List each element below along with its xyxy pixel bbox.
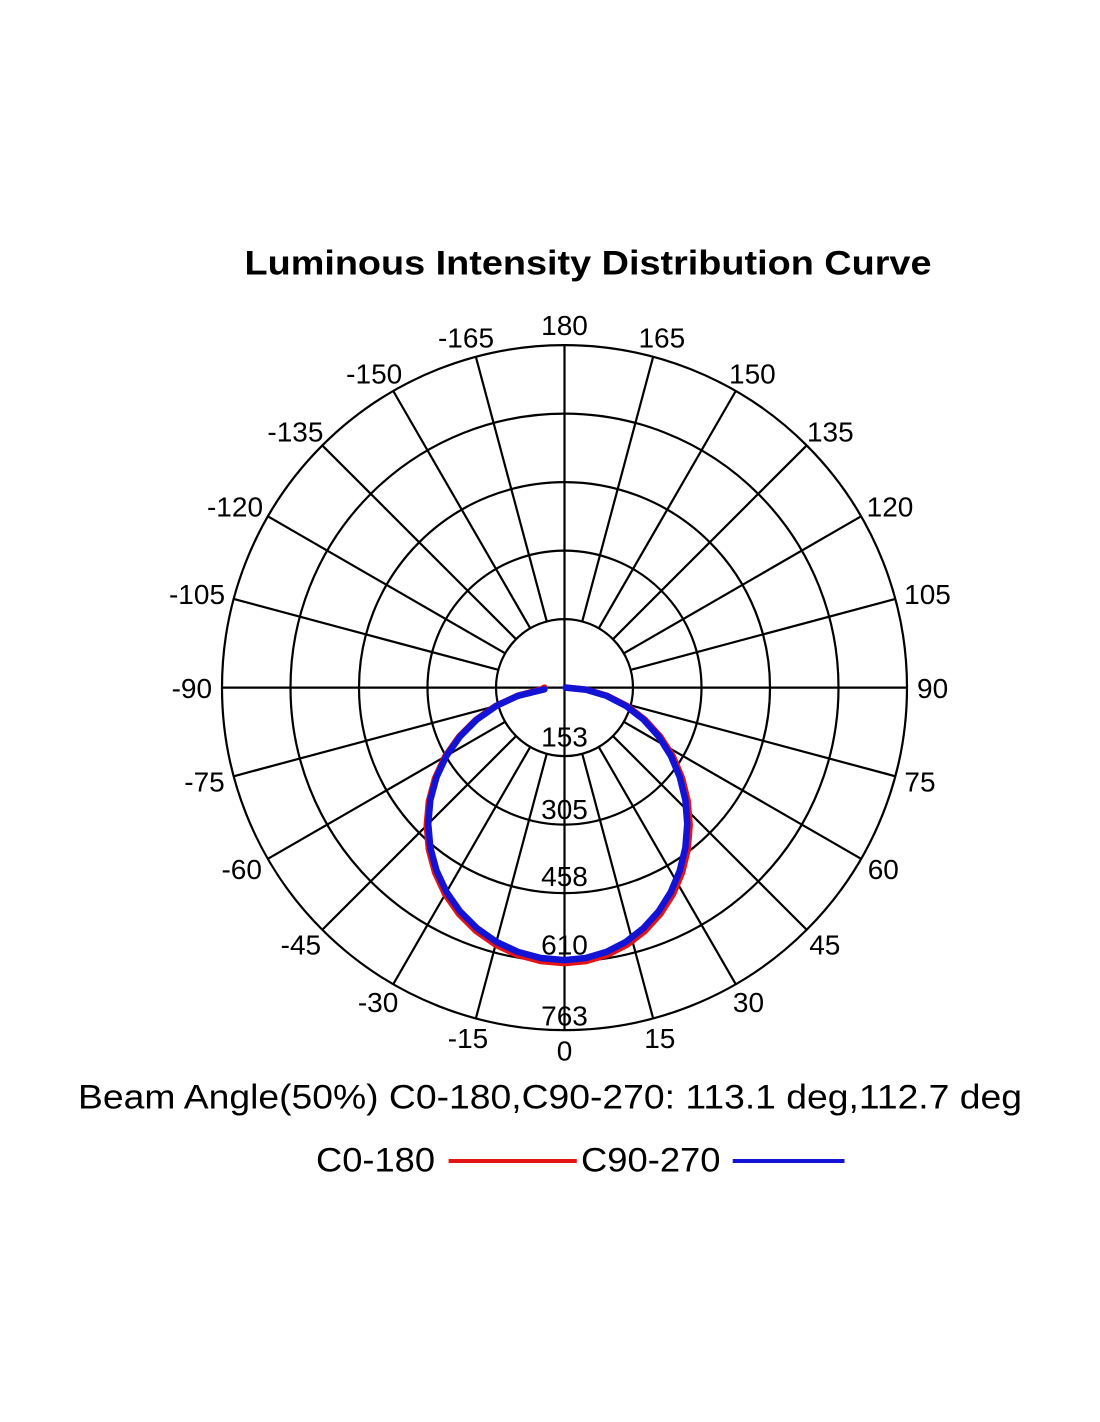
svg-text:-75: -75 <box>184 767 224 798</box>
svg-text:90: 90 <box>917 673 948 704</box>
svg-text:C90-270: C90-270 <box>581 1142 721 1180</box>
svg-text:-105: -105 <box>169 579 225 610</box>
svg-text:-15: -15 <box>448 1023 488 1054</box>
svg-text:150: 150 <box>729 359 776 390</box>
svg-text:180: 180 <box>541 310 588 341</box>
svg-text:165: 165 <box>638 323 685 354</box>
svg-text:15: 15 <box>644 1023 675 1054</box>
svg-text:-45: -45 <box>281 929 321 960</box>
svg-text:-90: -90 <box>172 673 212 704</box>
svg-text:135: 135 <box>807 416 854 447</box>
svg-text:60: 60 <box>868 854 899 885</box>
svg-text:0: 0 <box>557 1036 573 1067</box>
svg-text:-165: -165 <box>438 323 494 354</box>
svg-text:C0-180: C0-180 <box>316 1142 435 1180</box>
svg-text:Luminous Intensity Distributio: Luminous Intensity Distribution Curve <box>245 245 932 283</box>
svg-text:45: 45 <box>809 929 840 960</box>
svg-text:75: 75 <box>904 767 935 798</box>
svg-text:-30: -30 <box>358 987 398 1018</box>
svg-text:-120: -120 <box>207 491 263 522</box>
svg-text:Beam Angle(50%) C0-180,C90-270: Beam Angle(50%) C0-180,C90-270: 113.1 de… <box>78 1079 1022 1117</box>
svg-text:105: 105 <box>904 579 951 610</box>
svg-text:30: 30 <box>733 987 764 1018</box>
svg-text:-60: -60 <box>221 854 261 885</box>
svg-text:-135: -135 <box>267 416 323 447</box>
svg-text:-150: -150 <box>346 359 402 390</box>
svg-text:120: 120 <box>867 491 914 522</box>
